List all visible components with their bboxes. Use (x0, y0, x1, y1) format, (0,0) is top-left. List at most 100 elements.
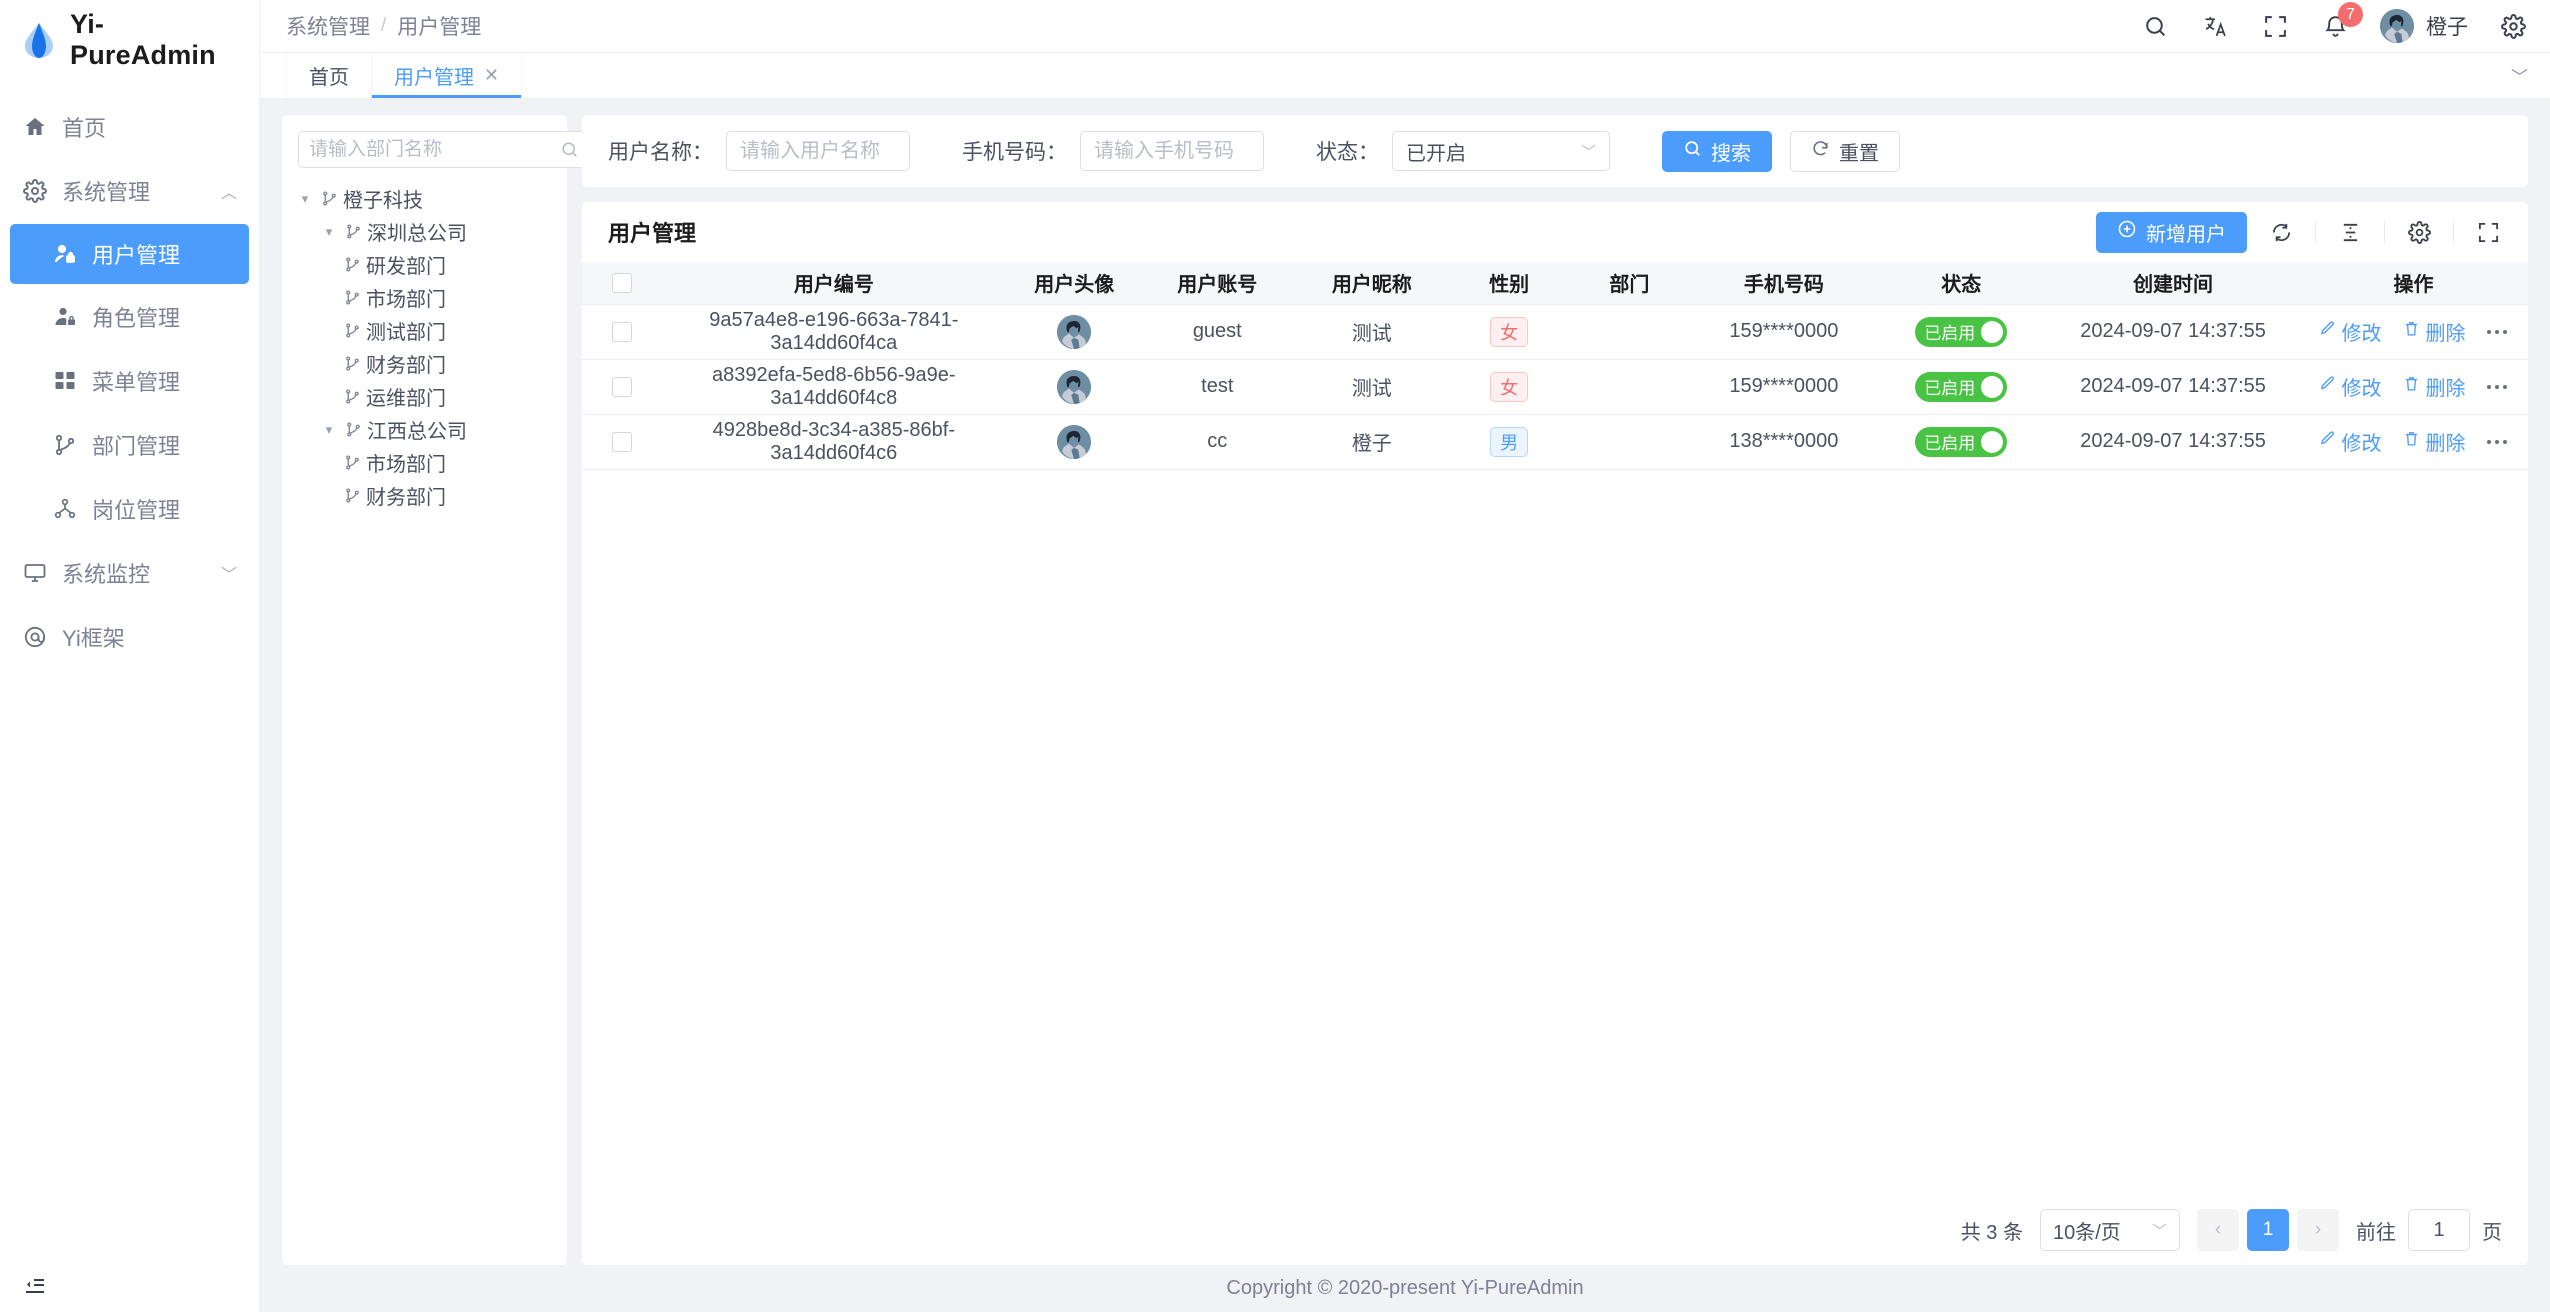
col-user-id: 用户编号 (662, 262, 1006, 305)
caret-icon[interactable]: ▾ (325, 421, 333, 437)
tree-node[interactable]: ▾ 深圳总公司 (282, 215, 567, 248)
brand-logo[interactable]: Yi-PureAdmin (0, 0, 259, 80)
more-horizontal-icon[interactable] (2487, 439, 2508, 444)
brand-title: Yi-PureAdmin (70, 9, 216, 70)
total-count: 共 3 条 (1960, 1221, 2023, 1244)
sidebar-item-post-management[interactable]: 岗位管理 (0, 478, 259, 540)
breadcrumb: 系统管理 / 用户管理 (286, 11, 481, 41)
caret-icon[interactable]: ▾ (301, 190, 309, 206)
sidebar-item-monitor[interactable]: 系统监控 ﹀ (0, 542, 259, 604)
fullscreen-icon[interactable] (2260, 11, 2290, 41)
sidebar-item-yi-framework[interactable]: Yi框架 (0, 606, 259, 668)
edit-button[interactable]: 修改 (2319, 372, 2381, 401)
status-toggle[interactable]: 已启用 (1915, 371, 2008, 402)
edit-button[interactable]: 修改 (2319, 427, 2381, 456)
tree-node[interactable]: 研发部门 (282, 248, 567, 281)
tree-node[interactable]: 财务部门 (282, 479, 567, 512)
sidebar-collapse-bar (0, 1257, 259, 1312)
table-row[interactable]: 9a57a4e8-e196-663a-7841-3a14dd60f4ca (582, 304, 2528, 360)
toggle-knob (1981, 430, 2004, 453)
sidebar-label: 部门管理 (92, 434, 181, 459)
edit-button[interactable]: 修改 (2319, 317, 2381, 346)
sidebar-item-menu-management[interactable]: 菜单管理 (0, 350, 259, 412)
col-avatar: 用户头像 (1005, 262, 1143, 305)
density-icon[interactable] (2332, 214, 2368, 250)
cell-status: 已启用 (1875, 304, 2048, 360)
breadcrumb-item-parent[interactable]: 系统管理 (286, 16, 370, 39)
fullscreen-icon[interactable] (2470, 214, 2506, 250)
dept-tree-icon (344, 256, 361, 273)
phone-input[interactable] (1080, 131, 1264, 171)
row-checkbox[interactable] (612, 321, 633, 342)
department-tree-panel: ▾ 橙子科技 ▾ 深圳总公司 研发部门 市场 (282, 115, 602, 1265)
tab-home[interactable]: 首页 (286, 53, 372, 98)
refresh-icon[interactable] (2263, 214, 2299, 250)
dept-search-box[interactable] (298, 131, 590, 168)
caret-icon[interactable]: ▾ (325, 223, 333, 239)
tree-node[interactable]: 运维部门 (282, 380, 567, 413)
reset-button[interactable]: 重置 (1790, 130, 1900, 172)
gear-icon[interactable] (2498, 11, 2528, 41)
cell-nickname: 测试 (1291, 304, 1452, 360)
tree-node[interactable]: ▾ 江西总公司 (282, 413, 567, 446)
collapse-sidebar-icon[interactable] (22, 1272, 48, 1298)
avatar (1057, 314, 1092, 349)
tree-node[interactable]: ▾ 橙子科技 (282, 182, 567, 215)
delete-button[interactable]: 删除 (2403, 427, 2465, 456)
column-settings-icon[interactable] (2401, 214, 2437, 250)
delete-button[interactable]: 删除 (2403, 372, 2465, 401)
top-header: 系统管理 / 用户管理 (260, 0, 2550, 53)
user-menu[interactable]: 橙子 (2380, 9, 2468, 43)
prev-page-button[interactable]: ‹ (2197, 1209, 2239, 1251)
row-select-cell (582, 304, 663, 360)
status-select[interactable]: 已开启 ﹀ (1392, 131, 1610, 171)
sidebar-item-role-management[interactable]: 角色管理 (0, 286, 259, 348)
translate-icon[interactable] (2200, 11, 2230, 41)
filter-phone-label: 手机号码： (962, 141, 1067, 164)
next-page-button[interactable]: › (2297, 1209, 2339, 1251)
cell-user-id: 9a57a4e8-e196-663a-7841-3a14dd60f4ca (662, 304, 1006, 360)
sidebar-item-user-management[interactable]: 用户管理 (10, 224, 249, 284)
page-button-1[interactable]: 1 (2247, 1209, 2289, 1251)
status-toggle[interactable]: 已启用 (1915, 316, 2008, 347)
cell-avatar (1005, 304, 1143, 360)
tree-node[interactable]: 市场部门 (282, 446, 567, 479)
cell-nickname: 测试 (1291, 359, 1452, 415)
more-horizontal-icon[interactable] (2487, 329, 2508, 334)
delete-button[interactable]: 删除 (2403, 317, 2465, 346)
dept-search-input[interactable] (309, 138, 554, 161)
select-all-checkbox[interactable] (612, 272, 633, 293)
tree-node[interactable]: 财务部门 (282, 347, 567, 380)
tab-user-management[interactable]: 用户管理 ✕ (371, 53, 523, 98)
sidebar-menu: 首页 系统管理 ︿ (0, 80, 259, 1257)
sidebar-item-dept-management[interactable]: 部门管理 (0, 414, 259, 476)
tree-node[interactable]: 测试部门 (282, 314, 567, 347)
cell-phone: 159****0000 (1692, 304, 1876, 360)
table-row[interactable]: a8392efa-5ed8-6b56-9a9e-3a14dd60f4c8 (582, 359, 2528, 415)
sidebar-item-system[interactable]: 系统管理 ︿ (0, 160, 259, 222)
chevron-up-icon: ︿ (220, 185, 237, 202)
jump-page-input[interactable] (2408, 1209, 2470, 1251)
search-button[interactable]: 搜索 (1662, 130, 1772, 172)
tree-node[interactable]: 市场部门 (282, 281, 567, 314)
search-icon[interactable] (2140, 11, 2170, 41)
pagination-nav: ‹ 1 › (2197, 1209, 2339, 1251)
bell-icon[interactable]: 7 (2320, 2, 2363, 41)
tree-node-label: 运维部门 (366, 388, 446, 410)
sidebar-item-home[interactable]: 首页 (0, 96, 259, 158)
row-checkbox[interactable] (612, 431, 633, 452)
cell-nickname: 橙子 (1291, 414, 1452, 470)
more-horizontal-icon[interactable] (2487, 384, 2508, 389)
table-row[interactable]: 4928be8d-3c34-a385-86bf-3a14dd60f4c6 (582, 414, 2528, 470)
row-checkbox[interactable] (612, 376, 633, 397)
status-toggle[interactable]: 已启用 (1915, 426, 2008, 457)
page-size-select[interactable]: 10条/页 ﹀ (2040, 1209, 2180, 1251)
status-label: 已启用 (1924, 434, 1976, 453)
username-input[interactable] (726, 131, 910, 171)
chevron-down-icon[interactable]: ﹀ (2511, 68, 2528, 87)
cell-created-at: 2024-09-07 14:37:55 (2047, 414, 2299, 470)
sidebar-label: Yi框架 (62, 626, 125, 651)
add-user-button[interactable]: 新增用户 (2096, 211, 2247, 253)
close-icon[interactable]: ✕ (484, 65, 500, 85)
